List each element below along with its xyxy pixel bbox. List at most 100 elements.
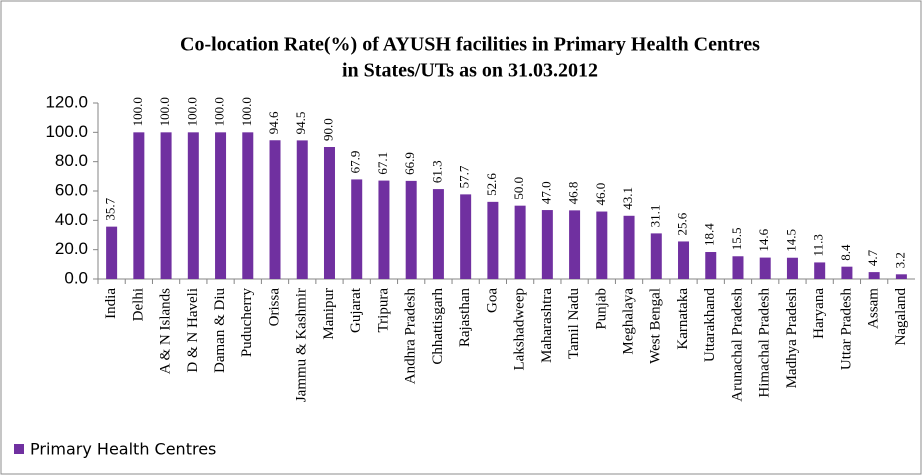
x-tick-label: Lakshadweep [512, 288, 528, 370]
x-tick-label: Andhra Pradesh [403, 288, 419, 385]
x-tick-label: Assam [866, 288, 882, 329]
x-tick-label: Maharashtra [539, 288, 555, 363]
value-label: 11.3 [811, 234, 826, 256]
x-tick-label: Delhi [130, 288, 146, 321]
bar [895, 274, 907, 279]
bar [541, 210, 553, 279]
bar [868, 272, 880, 279]
y-tick-label: 40.0 [55, 210, 88, 229]
bar [133, 132, 145, 279]
y-tick-label: 0.0 [64, 268, 88, 287]
value-label: 100.0 [130, 97, 145, 126]
value-label: 57.7 [457, 165, 472, 188]
value-label: 50.0 [511, 177, 526, 200]
value-label: 43.1 [620, 187, 635, 210]
bar [296, 140, 308, 279]
x-tick-label: West Bengal [648, 288, 664, 364]
bar [759, 257, 771, 279]
x-tick-label: A & N Islands [158, 288, 174, 374]
bar [215, 132, 227, 279]
x-tick-label: Goa [484, 288, 500, 313]
bar [569, 210, 581, 279]
bar [596, 211, 608, 279]
bar [814, 262, 826, 279]
value-label: 90.0 [320, 118, 335, 141]
x-tick-label: D & N Haveli [185, 288, 201, 373]
x-tick-label: Karnataka [675, 288, 691, 350]
x-tick-label: Punjab [593, 288, 609, 330]
value-label: 18.4 [702, 223, 717, 246]
bar [841, 266, 853, 279]
value-label: 100.0 [184, 97, 199, 126]
y-tick-label: 120.0 [45, 92, 88, 111]
x-tick-label: India [103, 288, 119, 319]
value-label: 100.0 [157, 97, 172, 126]
value-label: 67.1 [375, 152, 390, 175]
bar [732, 256, 744, 279]
bar [351, 179, 363, 279]
value-label: 15.5 [729, 228, 744, 251]
value-label: 67.9 [348, 151, 363, 174]
legend-label: Primary Health Centres [30, 440, 216, 459]
bar [514, 205, 526, 279]
value-label: 35.7 [103, 197, 118, 220]
x-tick-label: Himachal Pradesh [757, 288, 773, 398]
x-tick-label: Tripura [375, 288, 391, 333]
bar [623, 215, 635, 279]
bar [269, 140, 281, 279]
bar [187, 132, 199, 279]
bar [678, 241, 690, 279]
x-tick-label: Nagaland [893, 288, 909, 346]
value-label: 14.6 [756, 228, 771, 251]
bar [378, 180, 390, 279]
y-tick-label: 100.0 [45, 122, 88, 141]
x-tick-label: Orissa [266, 288, 282, 327]
x-tick-label: Daman & Diu [212, 288, 228, 373]
value-label: 94.6 [266, 111, 281, 134]
bar [460, 194, 472, 279]
value-label: 14.5 [783, 229, 798, 252]
value-label: 52.6 [484, 173, 499, 196]
x-tick-label: Jammu & Kashmir [294, 288, 310, 402]
value-label: 25.6 [675, 212, 690, 235]
bar [106, 226, 118, 279]
value-label: 94.5 [293, 112, 308, 135]
x-tick-label: Meghalaya [620, 288, 636, 355]
x-tick-label: Arunachal Pradesh [729, 288, 745, 402]
x-tick-label: Haryana [811, 288, 827, 339]
chart-title: Co-location Rate(%) of AYUSH facilities … [180, 34, 760, 56]
value-label: 61.3 [429, 160, 444, 183]
x-tick-label: Puducherry [239, 288, 255, 358]
value-label: 4.7 [865, 249, 880, 266]
bar [160, 132, 172, 279]
x-tick-label: Madhya Pradesh [784, 288, 800, 389]
y-tick-label: 20.0 [55, 239, 88, 258]
bar [786, 257, 798, 279]
bar [432, 189, 444, 279]
bar [405, 180, 417, 279]
value-label: 66.9 [402, 152, 417, 175]
value-label: 31.1 [647, 205, 662, 228]
bar [705, 252, 717, 279]
value-label: 100.0 [239, 97, 254, 126]
bar [323, 147, 335, 279]
value-label: 46.8 [566, 182, 581, 205]
value-label: 46.0 [593, 183, 608, 206]
bar [487, 201, 499, 279]
value-label: 3.2 [892, 252, 907, 268]
x-tick-label: Chhattisgarh [430, 288, 446, 365]
x-tick-label: Tamil Nadu [566, 288, 582, 360]
chart-title: in States/UTs as on 31.03.2012 [342, 60, 598, 82]
y-tick-label: 60.0 [55, 180, 88, 199]
value-label: 47.0 [538, 181, 553, 204]
value-label: 100.0 [212, 97, 227, 126]
x-tick-label: Gujarat [348, 287, 364, 333]
x-tick-label: Rajasthan [457, 288, 473, 348]
value-label: 8.4 [838, 244, 853, 261]
legend-swatch [14, 444, 24, 454]
y-tick-label: 80.0 [55, 151, 88, 170]
bar [650, 233, 662, 279]
x-tick-label: Uttarakhand [702, 288, 718, 363]
x-tick-label: Uttar Pradesh [838, 288, 854, 371]
bar [242, 132, 254, 279]
